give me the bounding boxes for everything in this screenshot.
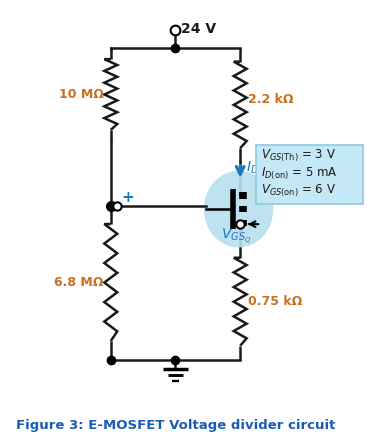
- Text: $\mathit{V}_{GS_Q}$: $\mathit{V}_{GS_Q}$: [221, 226, 251, 245]
- Text: $V_{GS(\rm{on})}$ = 6 V: $V_{GS(\rm{on})}$ = 6 V: [261, 182, 336, 199]
- Circle shape: [204, 172, 273, 247]
- Text: 10 MΩ: 10 MΩ: [59, 88, 104, 101]
- Text: –: –: [246, 216, 254, 231]
- Text: +: +: [121, 190, 134, 205]
- Text: $V_{GS(\rm{Th})}$ = 3 V: $V_{GS(\rm{Th})}$ = 3 V: [261, 148, 336, 164]
- FancyBboxPatch shape: [256, 145, 363, 204]
- Text: 6.8 MΩ: 6.8 MΩ: [54, 276, 104, 289]
- Text: 24 V: 24 V: [181, 22, 216, 36]
- Text: Figure 3: E-MOSFET Voltage divider circuit: Figure 3: E-MOSFET Voltage divider circu…: [16, 419, 335, 432]
- Text: 0.75 kΩ: 0.75 kΩ: [248, 295, 302, 308]
- Text: $I_{D(\rm{on})}$ = 5 mA: $I_{D(\rm{on})}$ = 5 mA: [261, 165, 338, 181]
- Text: 2.2 kΩ: 2.2 kΩ: [248, 93, 294, 106]
- Text: $\mathit{I}_{D_Q}$: $\mathit{I}_{D_Q}$: [246, 160, 265, 179]
